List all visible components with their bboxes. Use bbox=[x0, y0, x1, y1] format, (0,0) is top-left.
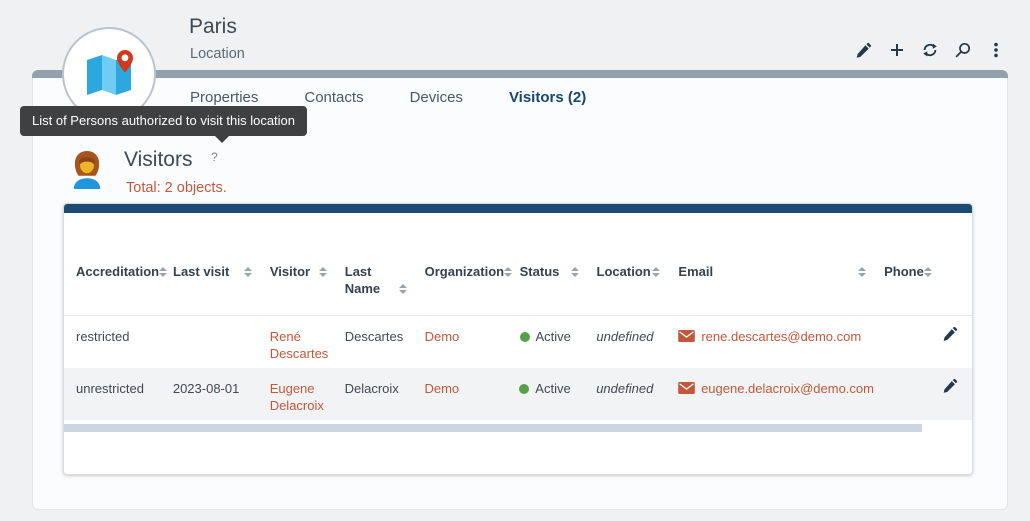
help-icon[interactable]: ? bbox=[211, 150, 218, 164]
cell-last_visit bbox=[161, 316, 258, 368]
cell-phone bbox=[872, 316, 929, 368]
visitor-link[interactable]: René Descartes bbox=[269, 329, 329, 361]
tab-bar: Properties Contacts Devices Visitors (2) bbox=[190, 89, 586, 106]
page-subtitle: Location bbox=[190, 46, 245, 62]
email-link[interactable]: eugene.delacroix@demo.com bbox=[701, 381, 874, 396]
sort-icon[interactable] bbox=[318, 267, 327, 277]
pencil-icon bbox=[943, 378, 958, 420]
column-label: Status bbox=[519, 264, 560, 279]
column-header-last_visit[interactable]: Last visit bbox=[161, 263, 258, 297]
cell-location: undefined bbox=[596, 381, 654, 396]
envelope-icon bbox=[678, 380, 695, 398]
plus-icon bbox=[889, 42, 905, 58]
organization-link[interactable]: Demo bbox=[424, 329, 460, 344]
cell-location: undefined bbox=[596, 329, 654, 344]
column-header-actions bbox=[929, 263, 972, 297]
column-header-status[interactable]: Status bbox=[508, 263, 585, 297]
table-row: restricted René Descartes Descartes Demo Act… bbox=[64, 316, 972, 368]
column-label: Organization bbox=[424, 264, 505, 279]
edit-button[interactable] bbox=[856, 42, 872, 58]
section-title: Visitors bbox=[124, 148, 193, 171]
tab-devices[interactable]: Devices bbox=[409, 89, 463, 106]
tab-contacts[interactable]: Contacts bbox=[304, 89, 364, 106]
column-label: Location bbox=[596, 264, 651, 279]
cell-status: Active bbox=[507, 368, 584, 420]
column-header-visitor[interactable]: Visitor bbox=[258, 263, 333, 297]
sort-icon[interactable] bbox=[159, 267, 168, 277]
map-icon bbox=[81, 46, 137, 102]
cell-visitor: René Descartes bbox=[258, 316, 333, 368]
cell-phone bbox=[872, 368, 929, 420]
sort-icon[interactable] bbox=[504, 267, 513, 277]
sort-icon[interactable] bbox=[243, 267, 252, 277]
cell-last_name: Descartes bbox=[344, 329, 404, 344]
column-header-organization[interactable]: Organization bbox=[413, 263, 513, 297]
pencil-icon bbox=[943, 326, 958, 368]
page-title: Paris bbox=[189, 15, 237, 38]
sort-icon[interactable] bbox=[570, 267, 579, 277]
organization-link[interactable]: Demo bbox=[424, 381, 460, 396]
column-label: Phone bbox=[884, 264, 924, 279]
cell-accreditation: unrestricted bbox=[76, 381, 144, 396]
cell-email: rene.descartes@demo.com bbox=[666, 316, 872, 368]
top-toolbar bbox=[856, 42, 1004, 58]
cell-last_visit: 2023-08-01 bbox=[172, 381, 240, 396]
tab-visitors-2[interactable]: Visitors (2) bbox=[508, 89, 587, 106]
cell-email: eugene.delacroix@demo.com bbox=[666, 368, 874, 420]
cell-status: Active bbox=[508, 316, 585, 368]
column-header-accreditation[interactable]: Accreditation bbox=[64, 263, 168, 297]
horizontal-scrollbar-thumb[interactable] bbox=[64, 424, 922, 432]
refresh-icon bbox=[922, 42, 938, 58]
column-label: Email bbox=[678, 264, 714, 279]
search-button[interactable] bbox=[955, 42, 971, 58]
refresh-button[interactable] bbox=[922, 42, 938, 58]
status-dot bbox=[519, 384, 530, 394]
column-label: Visitor bbox=[269, 264, 311, 279]
cell-visitor: Eugene Delacroix bbox=[258, 368, 333, 420]
table-body: restricted René Descartes Descartes Demo Act… bbox=[64, 316, 972, 420]
column-label: Last visit bbox=[173, 264, 230, 279]
location-avatar bbox=[62, 27, 156, 121]
table-row: unrestricted 2023-08-01 Eugene Delacroix De… bbox=[64, 368, 972, 420]
add-button[interactable] bbox=[889, 42, 905, 58]
edit-row-button[interactable] bbox=[929, 368, 972, 420]
card-header-strip bbox=[32, 70, 1008, 78]
column-label: Accreditation bbox=[76, 264, 160, 279]
tooltip: List of Persons authorized to visit this… bbox=[20, 106, 308, 143]
visitors-table-panel: Accreditation Last visit Visitor Last Name O… bbox=[63, 203, 973, 475]
kebab-icon bbox=[988, 42, 1004, 58]
email-link[interactable]: rene.descartes@demo.com bbox=[701, 329, 862, 344]
sort-icon[interactable] bbox=[858, 267, 867, 277]
status-dot bbox=[519, 332, 530, 342]
sort-icon[interactable] bbox=[923, 267, 932, 277]
edit-row-button[interactable] bbox=[929, 316, 972, 368]
pencil-icon bbox=[856, 42, 872, 58]
sort-icon[interactable] bbox=[652, 267, 661, 277]
cell-organization: Demo bbox=[412, 368, 507, 420]
column-header-phone[interactable]: Phone bbox=[872, 263, 932, 297]
envelope-icon bbox=[678, 328, 696, 346]
table-header-row: Accreditation Last visit Visitor Last Name O… bbox=[64, 213, 972, 316]
cell-last_name: Delacroix bbox=[344, 381, 399, 396]
column-header-location[interactable]: Location bbox=[585, 263, 667, 297]
sort-icon[interactable] bbox=[398, 284, 407, 294]
total-count-text: Total: 2 objects. bbox=[126, 180, 227, 196]
menu-button[interactable] bbox=[988, 42, 1004, 58]
column-header-last_name[interactable]: Last Name bbox=[333, 263, 413, 297]
table-accent-bar bbox=[64, 204, 972, 213]
visitors-avatar-icon bbox=[68, 150, 106, 190]
total-count: 2 bbox=[164, 180, 173, 196]
column-label: Last Name bbox=[344, 264, 381, 296]
tab-properties[interactable]: Properties bbox=[190, 89, 259, 106]
column-header-email[interactable]: Email bbox=[666, 263, 872, 297]
cell-accreditation: restricted bbox=[76, 329, 130, 344]
search-icon bbox=[955, 42, 971, 58]
cell-organization: Demo bbox=[413, 316, 508, 368]
visitor-link[interactable]: Eugene Delacroix bbox=[269, 381, 324, 413]
